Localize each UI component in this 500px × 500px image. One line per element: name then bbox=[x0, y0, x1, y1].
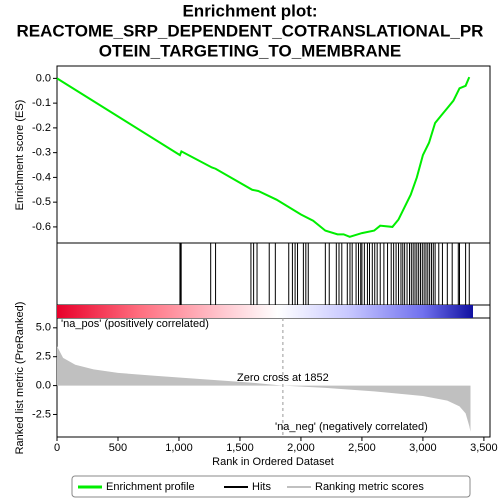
legend bbox=[71, 475, 471, 498]
neg-label: 'na_neg' (negatively correlated) bbox=[275, 421, 428, 433]
title: OTEIN_TARGETING_TO_MEMBRANE bbox=[99, 41, 402, 60]
y-tick-label: -0.4 bbox=[32, 171, 51, 183]
y-tick-label: -0.1 bbox=[32, 97, 51, 109]
title: REACTOME_SRP_DEPENDENT_COTRANSLATIONAL_P… bbox=[17, 21, 484, 40]
y-axis-label: Ranked list metric (PreRanked) bbox=[14, 302, 26, 455]
y-tick-label: -0.3 bbox=[32, 147, 51, 159]
metric-area bbox=[57, 346, 471, 432]
legend-label: Enrichment profile bbox=[106, 481, 195, 493]
x-tick-label: 2,500 bbox=[348, 442, 376, 454]
title: Enrichment plot: bbox=[182, 1, 317, 20]
x-tick-label: 3,500 bbox=[470, 442, 498, 454]
x-tick-label: 1,000 bbox=[165, 442, 193, 454]
x-tick-label: 2,000 bbox=[287, 442, 315, 454]
x-tick-label: 500 bbox=[109, 442, 127, 454]
y-tick-label: -2.5 bbox=[32, 408, 51, 420]
y-tick-label: 0.0 bbox=[36, 72, 51, 84]
enrichment-line bbox=[56, 76, 471, 238]
y-tick-label: 5.0 bbox=[36, 322, 51, 334]
plot-frame bbox=[56, 65, 491, 438]
y-tick-label: 2.5 bbox=[36, 351, 51, 363]
color-bar bbox=[57, 305, 473, 318]
pos-label: 'na_pos' (positively correlated) bbox=[61, 318, 209, 330]
x-axis-label: Rank in Ordered Dataset bbox=[212, 456, 334, 468]
y-tick-label: 0.0 bbox=[36, 379, 51, 391]
y-axis-label: Enrichment score (ES) bbox=[14, 100, 26, 211]
legend-label: Ranking metric scores bbox=[315, 481, 424, 493]
y-tick-label: -0.6 bbox=[32, 221, 51, 233]
x-tick-label: 3,000 bbox=[409, 442, 437, 454]
x-tick-label: 1,500 bbox=[226, 442, 254, 454]
legend-label: Hits bbox=[252, 481, 271, 493]
y-tick-label: -0.5 bbox=[32, 196, 51, 208]
zero-cross-label: Zero cross at 1852 bbox=[237, 372, 329, 384]
y-tick-label: -0.2 bbox=[32, 122, 51, 134]
x-tick-label: 0 bbox=[54, 442, 60, 454]
